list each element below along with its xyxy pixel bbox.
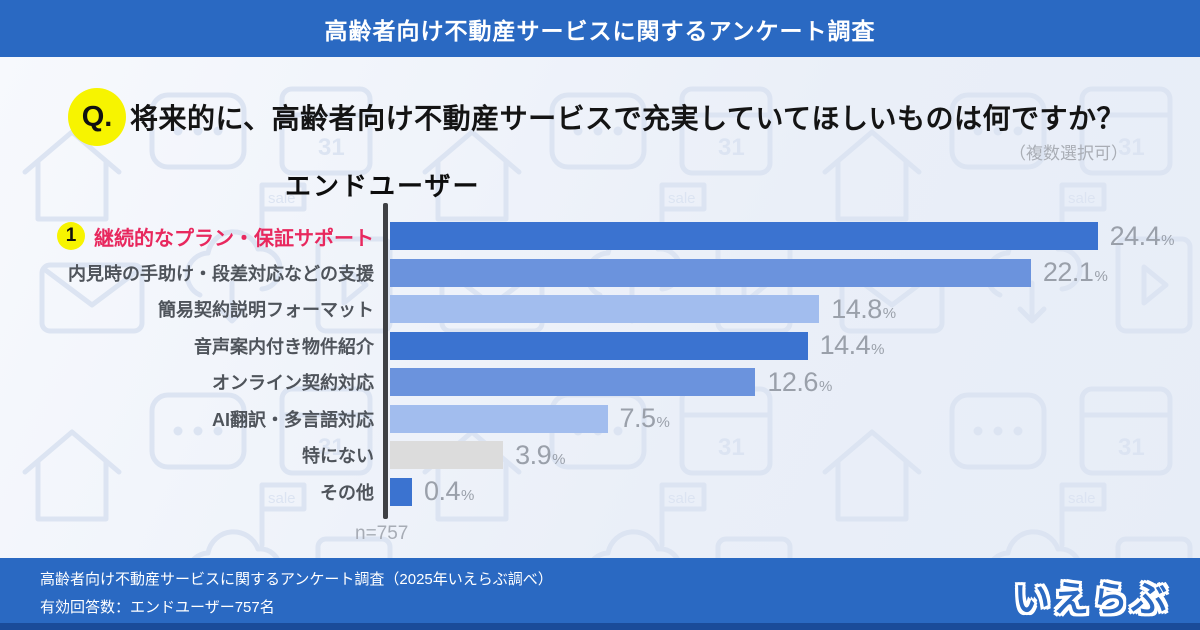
footer-source-text: 高齢者向け不動産サービスに関するアンケート調査（2025年いえらぶ調べ） 有効回… [40,566,553,622]
category-label: 簡易契約説明フォーマット [158,300,374,321]
category-label-text: 継続的なプラン・保証サポート [94,227,374,250]
bar [390,258,1031,287]
value-label: 24.4% [1110,221,1175,252]
value-label: 7.5% [620,403,670,434]
bar [390,222,1098,251]
chart-row: 音声案内付き物件紹介 14.4% [0,328,1180,365]
category-label: 内見時の手助け・段差対応などの支援 [68,263,374,284]
rank-1-badge: 1 [57,222,85,251]
value-unit: % [1094,268,1108,286]
chart-title: エンドユーザー [285,171,481,201]
category-label: 特にない [302,446,374,467]
header-bar: 高齢者向け不動産サービスに関するアンケート調査 [0,0,1200,57]
value-unit: % [1161,231,1175,249]
chart-row: 特にない 3.9% [0,437,1180,474]
bar [390,331,808,360]
footer-accent-strip [0,623,1200,630]
category-label: 1 継続的なプラン・保証サポート [0,222,380,251]
main-area: 31 sale Q. 将来的に、高齢者向け不動産サービスで充実していてほしいもの… [0,57,1200,558]
value-label: 3.9% [515,440,565,471]
chart-row: その他 0.4% [0,474,1180,511]
category-label: AI翻訳・多言語対応 [212,409,374,430]
bar [390,404,608,433]
value-number: 3.9 [515,439,552,470]
bar [390,441,504,470]
footer-bar: 高齢者向け不動産サービスに関するアンケート調査（2025年いえらぶ調べ） 有効回… [0,558,1200,630]
category-label: その他 [320,482,374,503]
value-unit: % [552,450,566,468]
ielove-logo: いえらぶ [1013,578,1170,619]
multiple-choice-note: （複数選択可） [1009,144,1128,163]
page-title: 高齢者向け不動産サービスに関するアンケート調査 [324,17,876,44]
category-label: 音声案内付き物件紹介 [194,336,374,357]
value-unit: % [882,304,897,322]
value-label: 12.6% [767,367,832,398]
value-unit: % [818,377,833,395]
chart-rows: 1 継続的なプラン・保証サポート 24.4% 内見時の手助け・段差対応などの支援 22.… [0,218,1180,510]
value-number: 14.8 [831,293,882,324]
chart-row: 簡易契約説明フォーマット 14.8% [0,291,1180,328]
value-number: 7.5 [619,403,657,434]
footer-line1: 高齢者向け不動産サービスに関するアンケート調査（2025年いえらぶ調べ） [40,571,553,588]
value-number: 0.4 [424,476,461,507]
category-label: オンライン契約対応 [212,373,374,394]
chart-row: 1 継続的なプラン・保証サポート 24.4% [0,218,1180,255]
value-number: 14.4 [819,330,871,361]
value-unit: % [656,414,670,432]
chart-row: オンライン契約対応 12.6% [0,364,1180,401]
value-label: 14.8% [831,294,896,325]
bar [390,477,412,506]
bar [390,295,820,324]
bar [390,368,756,397]
value-unit: % [461,487,475,505]
question-badge: Q. [68,88,126,146]
value-number: 22.1 [1042,257,1094,288]
chart-row: AI翻訳・多言語対応 7.5% [0,401,1180,438]
sample-size-note: n=757 [355,523,409,544]
value-label: 0.4% [424,476,474,507]
footer-line2: 有効回答数：エンドユーザー757名 [40,599,275,616]
chart-axis-line [383,203,388,519]
question-text: 将来的に、高齢者向け不動産サービスで充実していてほしいものは何ですか？ [130,103,1125,134]
value-number: 24.4 [1109,220,1161,251]
value-label: 22.1% [1043,257,1108,288]
value-unit: % [871,341,885,359]
chart-row: 内見時の手助け・段差対応などの支援 22.1% [0,255,1180,292]
value-number: 12.6 [767,366,818,397]
value-label: 14.4% [820,330,885,361]
